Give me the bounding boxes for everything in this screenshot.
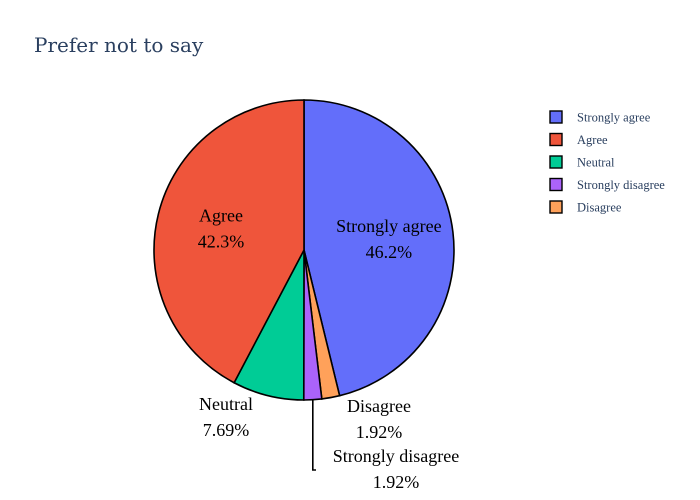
leader-line-strongly-disagree: [311, 399, 316, 471]
pie-slice-strongly-agree[interactable]: [303, 99, 455, 397]
legend-label-neutral: Neutral: [577, 156, 615, 170]
chart-title: Prefer not to say: [34, 33, 204, 57]
slice-label-strongly-disagree: Strongly disagree: [333, 446, 459, 466]
legend-swatch-strongly-agree: [549, 110, 563, 124]
legend-label-agree: Agree: [577, 133, 608, 147]
pie-slice-agree[interactable]: [153, 99, 305, 384]
slice-percent-disagree: 1.92%: [356, 422, 403, 442]
slice-percent-agree: 42.3%: [198, 232, 245, 252]
slice-label-agree: Agree: [199, 206, 243, 226]
legend-item-strongly-disagree[interactable]: Strongly disagree: [549, 177, 665, 192]
slice-percent-neutral: 7.69%: [203, 420, 250, 440]
legend-swatch-disagree: [549, 200, 563, 214]
leader-lines: [311, 399, 316, 471]
legend-label-strongly-agree: Strongly agree: [577, 111, 651, 125]
legend: Strongly agree Agree Neutral Strongly disag…: [549, 110, 665, 215]
slice-label-neutral: Neutral: [199, 394, 253, 414]
slice-percent-strongly-disagree: 1.92%: [373, 472, 420, 492]
legend-item-agree[interactable]: Agree: [549, 132, 608, 147]
legend-item-neutral[interactable]: Neutral: [549, 155, 615, 170]
slice-label-disagree: Disagree: [347, 396, 411, 416]
slice-percent-strongly-agree: 46.2%: [366, 242, 413, 262]
legend-swatch-agree: [549, 132, 563, 147]
legend-label-disagree: Disagree: [577, 201, 622, 215]
slice-labels: Strongly agree 46.2% Disagree 1.92% Strongly…: [198, 206, 459, 493]
pie-slices: [153, 99, 455, 401]
legend-item-disagree[interactable]: Disagree: [549, 200, 622, 215]
legend-label-strongly-disagree: Strongly disagree: [577, 178, 665, 192]
legend-swatch-neutral: [549, 155, 563, 169]
legend-swatch-strongly-disagree: [549, 177, 563, 192]
slice-label-strongly-agree: Strongly agree: [336, 216, 441, 236]
legend-item-strongly-agree[interactable]: Strongly agree: [549, 110, 651, 125]
